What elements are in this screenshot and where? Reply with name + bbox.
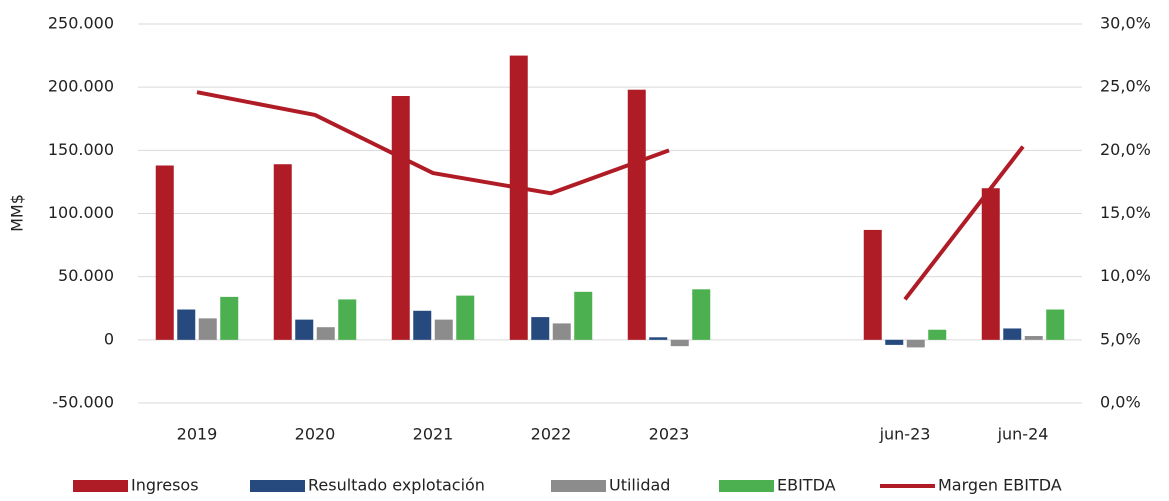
bar (509, 55, 528, 340)
x-tick-label: jun-24 (997, 425, 1049, 444)
legend-swatch (551, 480, 606, 492)
legend-swatch (250, 480, 305, 492)
x-tick-label: jun-23 (879, 425, 931, 444)
bar (670, 339, 689, 347)
y2-tick-label: 10,0% (1100, 266, 1151, 285)
bar (155, 165, 174, 340)
bar (863, 229, 882, 340)
bar (1024, 336, 1043, 340)
y-tick-label: 150.000 (48, 140, 114, 159)
bar (316, 327, 335, 340)
line (196, 90, 1025, 301)
legend-label: Utilidad (609, 476, 670, 495)
x-tick-label: 2023 (649, 425, 690, 444)
bar (434, 319, 453, 340)
y2-tick-label: 15,0% (1100, 203, 1151, 222)
y-tick-label: -50.000 (52, 393, 114, 412)
x-tick-label: 2019 (177, 425, 218, 444)
legend-label: Margen EBITDA (938, 476, 1062, 495)
y-tick-label: 0 (104, 329, 114, 348)
legend-label: Ingresos (131, 476, 199, 495)
bar (692, 289, 711, 340)
y2-tick-label: 25,0% (1100, 77, 1151, 96)
y2-tick-label: 5,0% (1100, 329, 1141, 348)
bar (1003, 328, 1022, 340)
legend-swatch (719, 480, 774, 492)
bar (574, 291, 593, 340)
bar (391, 96, 410, 340)
legend-label: EBITDA (777, 476, 836, 495)
y-axis-label: MM$ (8, 194, 27, 232)
bar (177, 309, 196, 340)
bar (885, 339, 904, 345)
bar (1046, 309, 1065, 340)
bar (338, 299, 357, 340)
y-tick-label: 50.000 (58, 266, 114, 285)
bar (295, 319, 314, 340)
y-tick-label: 100.000 (48, 203, 114, 222)
x-tick-label: 2020 (295, 425, 336, 444)
y2-tick-label: 20,0% (1100, 140, 1151, 159)
x-tick-label: 2021 (413, 425, 454, 444)
bar (273, 164, 292, 340)
bar (413, 310, 432, 340)
bar (928, 329, 947, 340)
bar (220, 296, 239, 340)
bar (649, 337, 668, 340)
y-tick-label: 250.000 (48, 14, 114, 33)
bar (906, 339, 925, 348)
y-tick-label: 200.000 (48, 77, 114, 96)
bar (456, 295, 475, 340)
x-tick-label: 2022 (531, 425, 572, 444)
y2-tick-label: 30,0% (1100, 14, 1151, 33)
bar (981, 188, 1000, 340)
legend-swatch (73, 480, 128, 492)
bar (552, 323, 571, 340)
bar (531, 317, 550, 340)
y2-tick-label: 0,0% (1100, 393, 1141, 412)
bar (198, 318, 217, 340)
bar (627, 89, 646, 340)
legend-label: Resultado explotación (308, 476, 485, 495)
